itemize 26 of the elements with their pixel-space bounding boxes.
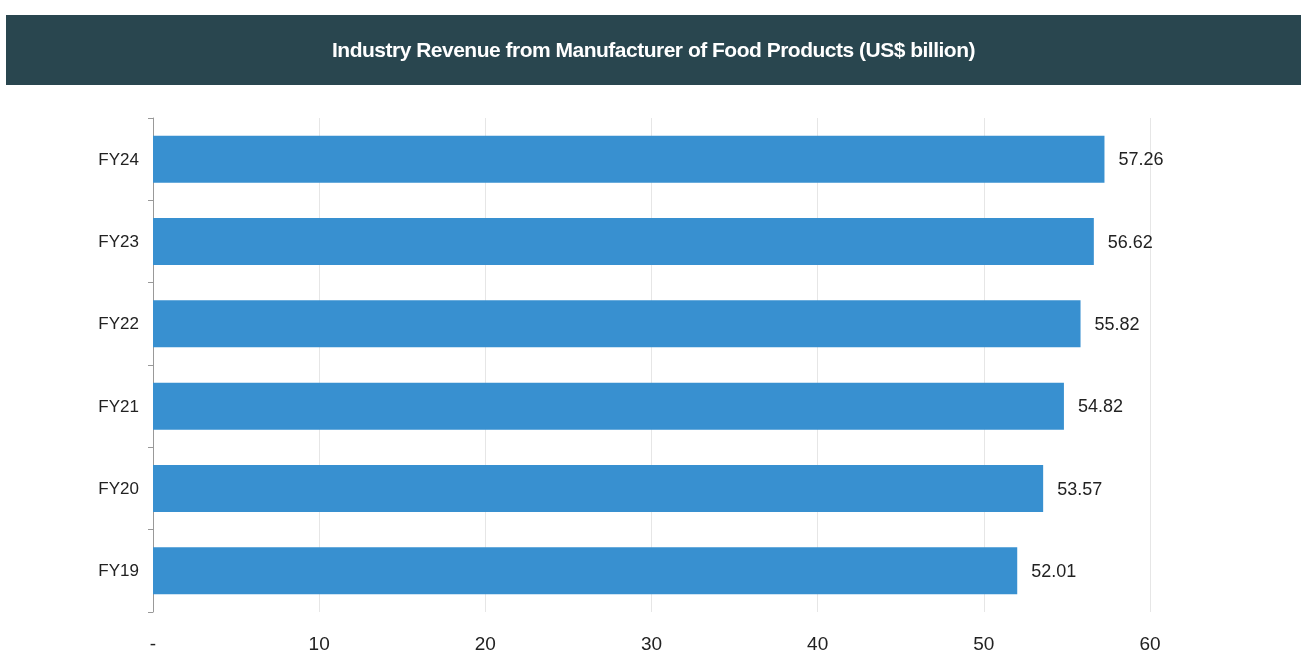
x-tick-label: 60 bbox=[1139, 633, 1161, 654]
bar bbox=[153, 382, 1064, 430]
bar bbox=[153, 300, 1081, 348]
x-tick-label: - bbox=[149, 633, 157, 654]
data-label: 52.01 bbox=[1031, 560, 1077, 581]
y-tick-label: FY24 bbox=[98, 149, 139, 169]
data-label: 56.62 bbox=[1107, 231, 1153, 252]
x-tick-label: 30 bbox=[640, 633, 663, 654]
bar bbox=[153, 218, 1094, 265]
bar bbox=[153, 465, 1044, 512]
x-tick-label: 20 bbox=[474, 633, 496, 654]
y-tick-label: FY21 bbox=[98, 396, 139, 416]
data-label: 53.57 bbox=[1057, 478, 1103, 499]
x-tick-label: 40 bbox=[807, 633, 829, 654]
data-label: 54.82 bbox=[1077, 396, 1123, 417]
y-tick-label: FY23 bbox=[98, 232, 139, 251]
bar bbox=[153, 135, 1105, 183]
bar bbox=[153, 547, 1018, 595]
y-tick-label: FY20 bbox=[98, 479, 139, 498]
data-label: 57.26 bbox=[1118, 149, 1164, 170]
y-tick-label: FY22 bbox=[98, 314, 139, 334]
data-label: 55.82 bbox=[1094, 313, 1140, 334]
y-tick-label: FY19 bbox=[98, 561, 139, 581]
x-tick-label: 10 bbox=[308, 633, 330, 654]
x-tick-label: 50 bbox=[973, 633, 995, 654]
chart-title: Industry Revenue from Manufacturer of Food Products (US$ billion) bbox=[6, 15, 1301, 85]
